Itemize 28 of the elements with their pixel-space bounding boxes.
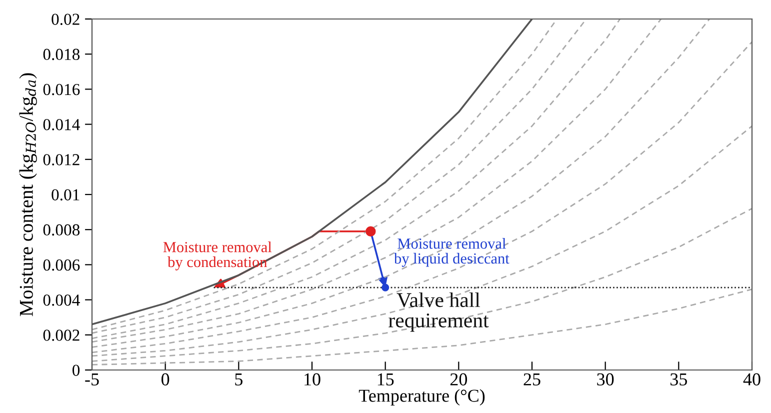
y-axis-title: Moisture content (kg$_{H2O}$/kg$_{da}$)	[19, 73, 37, 316]
x-tick-label: 25	[524, 373, 540, 386]
x-axis-title: Temperature (°C)	[358, 389, 485, 406]
y-tick-label: 0.018	[43, 48, 80, 60]
x-tick-label: 15	[378, 373, 394, 386]
y-tick-label: 0.014	[43, 119, 80, 130]
line-series	[92, 125, 752, 357]
y-tick-label: 0.02	[52, 14, 80, 26]
x-tick-label: 20	[450, 373, 468, 386]
y-tick-label: 0.016	[43, 84, 80, 96]
x-tick-label: 30	[597, 373, 614, 386]
x-tick-label: 10	[304, 373, 320, 386]
y-tick-label: 0.01	[52, 189, 80, 201]
x-tick-label: 5	[235, 373, 242, 386]
y-tick-label: 0.008	[43, 224, 80, 236]
x-tick-label: 40	[743, 373, 760, 386]
x-tick-label: -5	[85, 373, 99, 386]
y-tick-label: 0	[72, 364, 80, 376]
x-tick-label: 0	[162, 373, 170, 386]
y-tick-label: 0.012	[43, 154, 80, 166]
line-series	[92, 208, 752, 362]
y-tick-label: 0.006	[43, 259, 80, 271]
x-tick-label: 35	[670, 373, 687, 386]
y-tick-label: 0.002	[43, 330, 80, 341]
y-tick-label: 0.004	[43, 294, 80, 306]
annotation: Valve hall requirement	[388, 292, 489, 332]
line-series	[92, 288, 752, 366]
annotation: Moisture removal by liquid desiccant	[394, 238, 510, 267]
